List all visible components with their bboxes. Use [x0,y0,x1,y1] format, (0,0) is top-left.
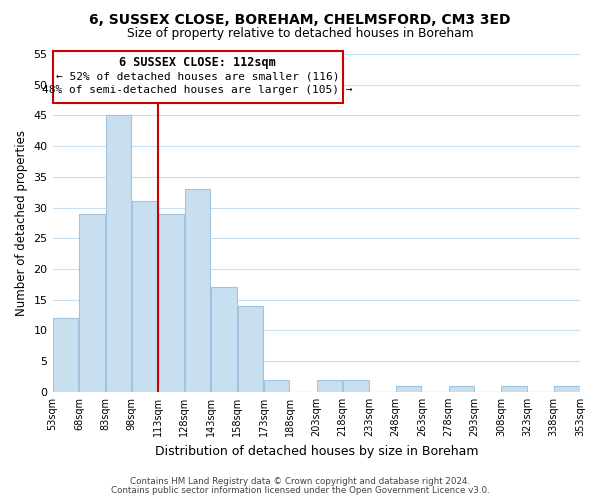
Bar [396,386,421,392]
X-axis label: Distribution of detached houses by size in Boreham: Distribution of detached houses by size … [155,444,478,458]
Text: Size of property relative to detached houses in Boreham: Size of property relative to detached ho… [127,28,473,40]
Bar [317,380,342,392]
Bar [79,214,105,392]
Text: ← 52% of detached houses are smaller (116): ← 52% of detached houses are smaller (11… [56,71,340,81]
Text: 6, SUSSEX CLOSE, BOREHAM, CHELMSFORD, CM3 3ED: 6, SUSSEX CLOSE, BOREHAM, CHELMSFORD, CM… [89,12,511,26]
Bar [53,318,79,392]
Bar [158,214,184,392]
Bar [132,202,158,392]
Bar [449,386,474,392]
FancyBboxPatch shape [53,51,343,103]
Y-axis label: Number of detached properties: Number of detached properties [15,130,28,316]
Text: 48% of semi-detached houses are larger (105) →: 48% of semi-detached houses are larger (… [43,84,353,94]
Text: 6 SUSSEX CLOSE: 112sqm: 6 SUSSEX CLOSE: 112sqm [119,56,276,70]
Text: Contains HM Land Registry data © Crown copyright and database right 2024.: Contains HM Land Registry data © Crown c… [130,477,470,486]
Bar [554,386,580,392]
Bar [106,116,131,392]
Bar [502,386,527,392]
Text: Contains public sector information licensed under the Open Government Licence v3: Contains public sector information licen… [110,486,490,495]
Bar [211,288,237,392]
Bar [264,380,289,392]
Bar [238,306,263,392]
Bar [343,380,368,392]
Bar [185,189,211,392]
